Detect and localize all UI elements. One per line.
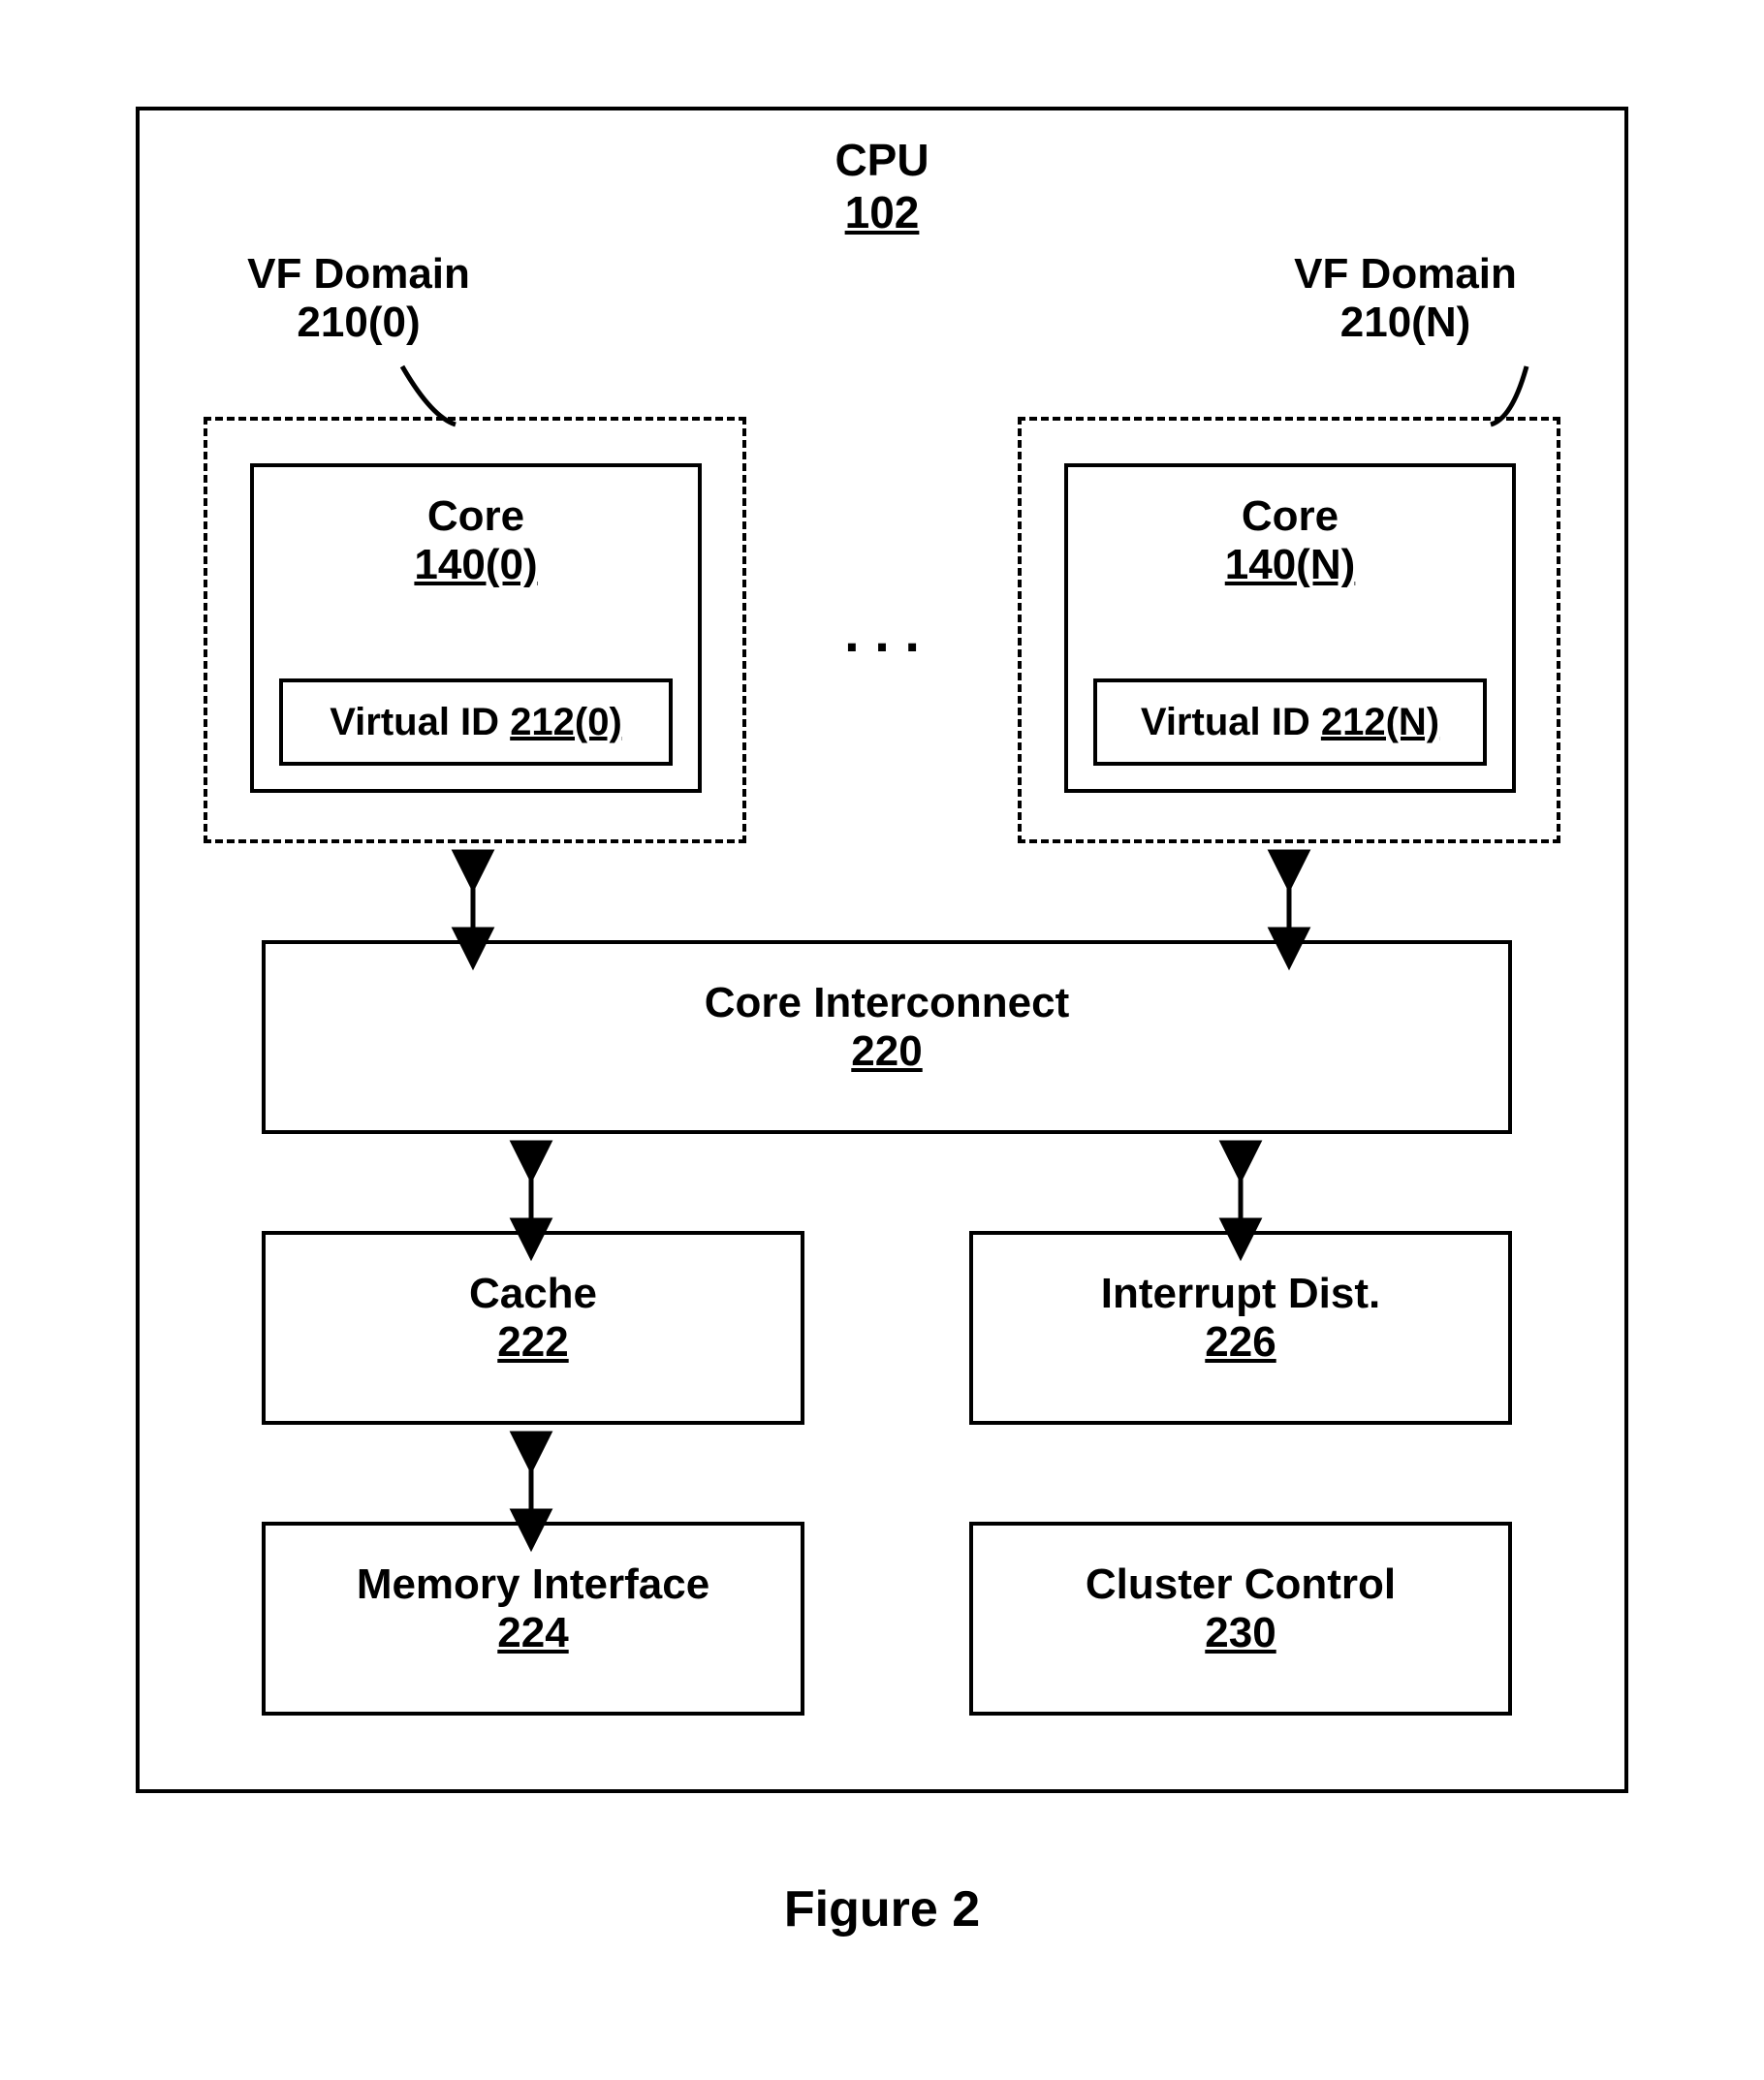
virtual-id-right-title: Virtual ID xyxy=(1141,701,1310,743)
diagram-canvas: CPU 102 VF Domain 210(0) VF Domain 210(N… xyxy=(0,0,1764,2080)
memory-interface-title: Memory Interface 224 xyxy=(262,1560,804,1657)
virtual-id-left-ref: 212(0) xyxy=(510,701,622,743)
core-left-title: Core 140(0) xyxy=(250,492,702,589)
cluster-control-title: Cluster Control 230 xyxy=(969,1560,1512,1657)
virtual-id-right-box: Virtual ID 212(N) xyxy=(1093,678,1487,766)
cpu-title: CPU xyxy=(0,134,1764,186)
virtual-id-right-ref: 212(N) xyxy=(1321,701,1439,743)
virtual-id-left-box: Virtual ID 212(0) xyxy=(279,678,673,766)
vf-domain-right-label: VF Domain 210(N) xyxy=(1260,250,1551,347)
cache-title: Cache 222 xyxy=(262,1270,804,1367)
cores-ellipsis: . . . xyxy=(766,601,998,664)
virtual-id-left-title: Virtual ID xyxy=(330,701,499,743)
cpu-ref: 102 xyxy=(0,186,1764,238)
core-interconnect-title: Core Interconnect 220 xyxy=(262,979,1512,1076)
figure-caption: Figure 2 xyxy=(0,1880,1764,1938)
core-right-title: Core 140(N) xyxy=(1064,492,1516,589)
vf-domain-left-label: VF Domain 210(0) xyxy=(213,250,504,347)
interrupt-dist-title: Interrupt Dist. 226 xyxy=(969,1270,1512,1367)
